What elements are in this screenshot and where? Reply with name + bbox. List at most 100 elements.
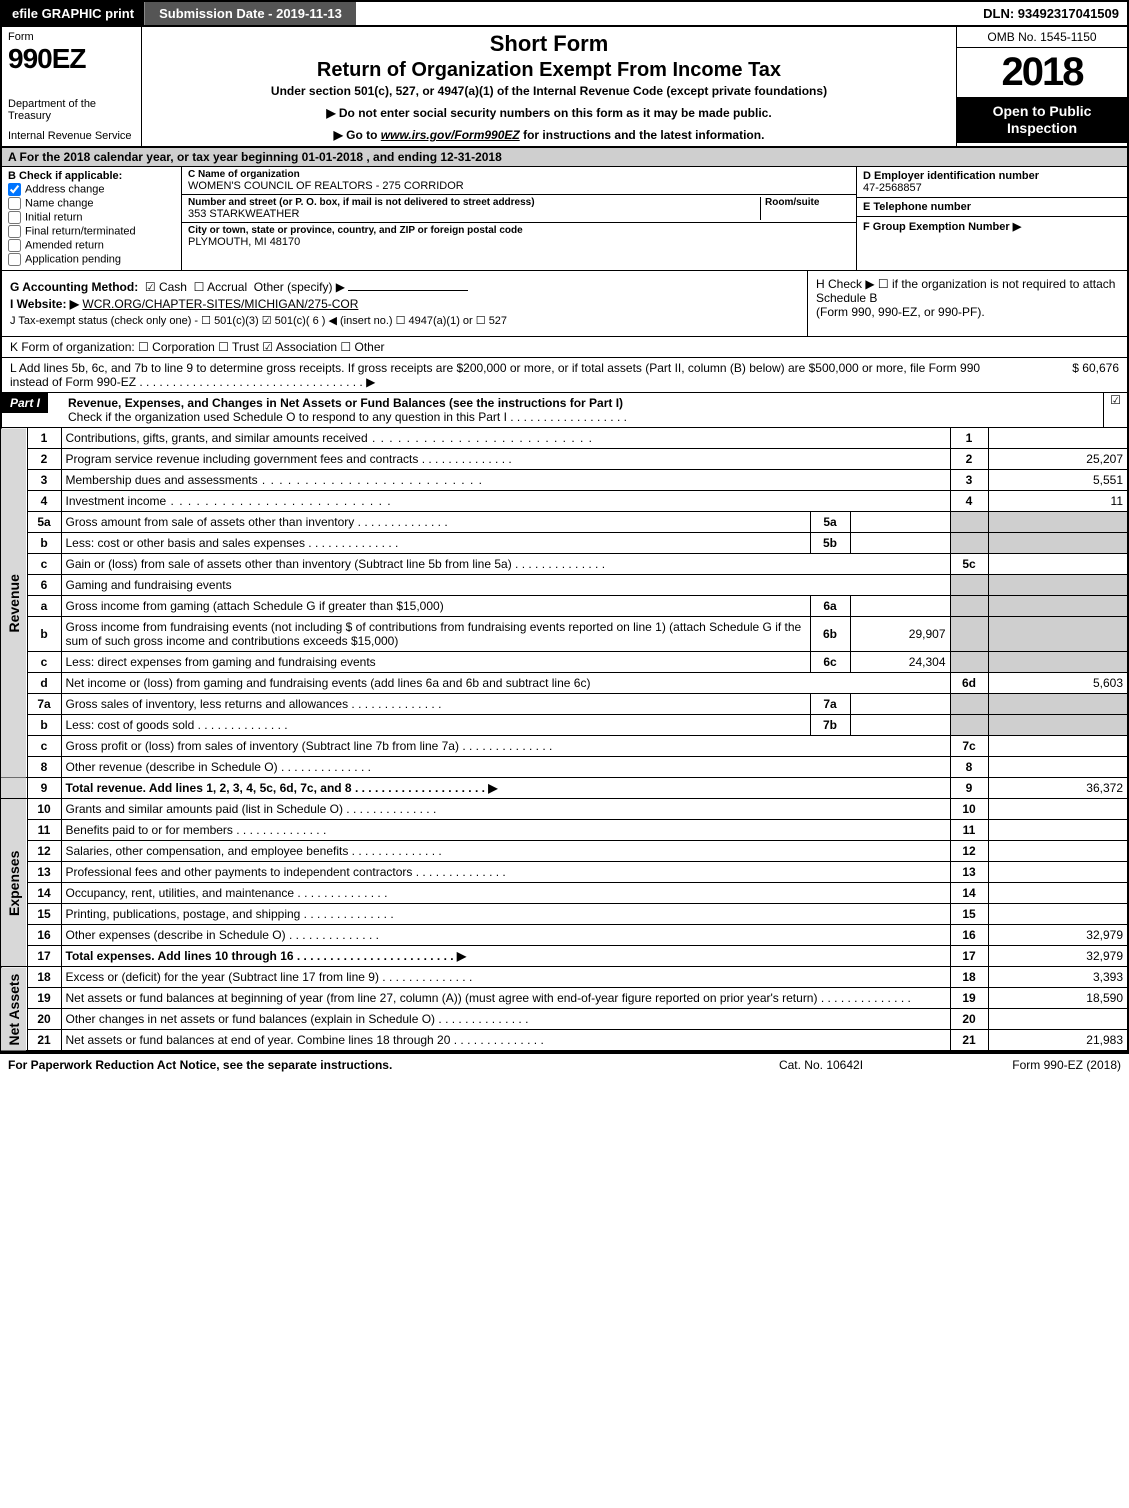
line-subval <box>850 596 950 617</box>
line-desc: Other revenue (describe in Schedule O) <box>61 757 950 778</box>
col-b-checkboxes: B Check if applicable: Address change Na… <box>2 167 182 270</box>
g-cash: Cash <box>159 280 187 294</box>
side-revenue: Revenue <box>1 428 27 778</box>
line-num: c <box>27 736 61 757</box>
efile-print-button[interactable]: efile GRAPHIC print <box>2 2 144 25</box>
g-other-field[interactable] <box>348 290 468 291</box>
irs-link[interactable]: www.irs.gov/Form990EZ <box>381 128 520 142</box>
form-word: Form <box>8 31 135 43</box>
checkbox-icon[interactable] <box>8 225 21 238</box>
row-l-text: L Add lines 5b, 6c, and 7b to line 9 to … <box>10 361 1019 389</box>
table-row: 2 Program service revenue including gove… <box>1 449 1128 470</box>
line-rval <box>988 736 1128 757</box>
line-rval: 36,372 <box>988 778 1128 799</box>
table-row: 8 Other revenue (describe in Schedule O)… <box>1 757 1128 778</box>
line-rnum: 20 <box>950 1009 988 1030</box>
omb-number: OMB No. 1545-1150 <box>957 27 1127 48</box>
line-desc: Total revenue. Add lines 1, 2, 3, 4, 5c,… <box>61 778 950 799</box>
line-rval <box>988 799 1128 820</box>
col-def: D Employer identification number 47-2568… <box>857 167 1127 270</box>
part1-check-line: Check if the organization used Schedule … <box>68 410 1097 424</box>
line-num: d <box>27 673 61 694</box>
checkbox-icon[interactable] <box>8 239 21 252</box>
org-name-cell: C Name of organization WOMEN'S COUNCIL O… <box>182 167 856 195</box>
chk-name-change[interactable]: Name change <box>8 197 175 210</box>
line-subval <box>850 533 950 554</box>
line-desc: Gross income from gaming (attach Schedul… <box>61 596 810 617</box>
line-rval: 32,979 <box>988 925 1128 946</box>
line-rval <box>988 575 1128 596</box>
chk-application-pending[interactable]: Application pending <box>8 253 175 266</box>
checkbox-icon[interactable] <box>8 253 21 266</box>
header-right: OMB No. 1545-1150 2018 Open to Public In… <box>957 27 1127 146</box>
line-rval <box>988 883 1128 904</box>
table-row: a Gross income from gaming (attach Sched… <box>1 596 1128 617</box>
table-row: c Gross profit or (loss) from sales of i… <box>1 736 1128 757</box>
submission-date-button[interactable]: Submission Date - 2019-11-13 <box>144 2 356 25</box>
line-rval: 3,393 <box>988 967 1128 988</box>
line-rval <box>988 512 1128 533</box>
line-desc: Printing, publications, postage, and shi… <box>61 904 950 925</box>
line-desc: Total expenses. Add lines 10 through 16 … <box>61 946 950 967</box>
line-num: 17 <box>27 946 61 967</box>
line-num: c <box>27 554 61 575</box>
chk-initial-return[interactable]: Initial return <box>8 211 175 224</box>
open-to-public: Open to Public Inspection <box>957 97 1127 143</box>
checkbox-icon[interactable] <box>8 183 21 196</box>
line-rnum: 21 <box>950 1030 988 1052</box>
line-rval: 25,207 <box>988 449 1128 470</box>
line-rnum <box>950 575 988 596</box>
dept-irs: Internal Revenue Service <box>8 130 135 142</box>
phone-label: E Telephone number <box>863 201 1121 213</box>
line-desc: Salaries, other compensation, and employ… <box>61 841 950 862</box>
side-netassets: Net Assets <box>1 967 27 1052</box>
line-num: 2 <box>27 449 61 470</box>
line-num: 15 <box>27 904 61 925</box>
line-desc: Occupancy, rent, utilities, and maintena… <box>61 883 950 904</box>
line-subval: 24,304 <box>850 652 950 673</box>
chk-final-return[interactable]: Final return/terminated <box>8 225 175 238</box>
row-k: K Form of organization: ☐ Corporation ☐ … <box>0 337 1129 358</box>
line-rnum: 12 <box>950 841 988 862</box>
line-rval <box>988 617 1128 652</box>
checkbox-icon[interactable] <box>8 197 21 210</box>
phone-cell: E Telephone number <box>857 198 1127 217</box>
line-desc: Gross sales of inventory, less returns a… <box>61 694 810 715</box>
street-label: Number and street (or P. O. box, if mail… <box>188 197 760 208</box>
line-num: 20 <box>27 1009 61 1030</box>
line-desc: Other changes in net assets or fund bala… <box>61 1009 950 1030</box>
table-row: 17 Total expenses. Add lines 10 through … <box>1 946 1128 967</box>
line-rnum <box>950 694 988 715</box>
table-row: 15 Printing, publications, postage, and … <box>1 904 1128 925</box>
line-desc: Membership dues and assessments <box>61 470 950 491</box>
city-label: City or town, state or province, country… <box>188 225 850 236</box>
line-desc: Net assets or fund balances at beginning… <box>61 988 950 1009</box>
line-subnum: 7b <box>810 715 850 736</box>
org-name-label: C Name of organization <box>188 169 850 180</box>
chk-amended-return[interactable]: Amended return <box>8 239 175 252</box>
g-accrual: Accrual <box>207 280 247 294</box>
subtitle: Under section 501(c), 527, or 4947(a)(1)… <box>150 84 948 98</box>
line-num: b <box>27 617 61 652</box>
line-rnum: 17 <box>950 946 988 967</box>
dln-label: DLN: 93492317041509 <box>975 2 1127 25</box>
chk-address-change[interactable]: Address change <box>8 183 175 196</box>
table-row: 19 Net assets or fund balances at beginn… <box>1 988 1128 1009</box>
line-desc: Professional fees and other payments to … <box>61 862 950 883</box>
table-row: Net Assets 18 Excess or (deficit) for th… <box>1 967 1128 988</box>
tax-year: 2018 <box>957 48 1127 97</box>
row-l-value: $ 60,676 <box>1019 361 1119 389</box>
note-ssn: ▶ Do not enter social security numbers o… <box>150 106 948 120</box>
line-num: 4 <box>27 491 61 512</box>
ein-value: 47-2568857 <box>863 182 1121 194</box>
side-blank <box>1 778 27 799</box>
checkbox-icon[interactable] <box>8 211 21 224</box>
note2-pre: ▶ Go to <box>334 128 381 142</box>
line-rval <box>988 554 1128 575</box>
line-desc: Net assets or fund balances at end of ye… <box>61 1030 950 1052</box>
table-row: b Less: cost or other basis and sales ex… <box>1 533 1128 554</box>
table-row: 7a Gross sales of inventory, less return… <box>1 694 1128 715</box>
line-desc: Gain or (loss) from sale of assets other… <box>61 554 950 575</box>
part1-checkbox[interactable]: ☑ <box>1103 393 1127 427</box>
part1-desc: Revenue, Expenses, and Changes in Net As… <box>62 393 1103 427</box>
